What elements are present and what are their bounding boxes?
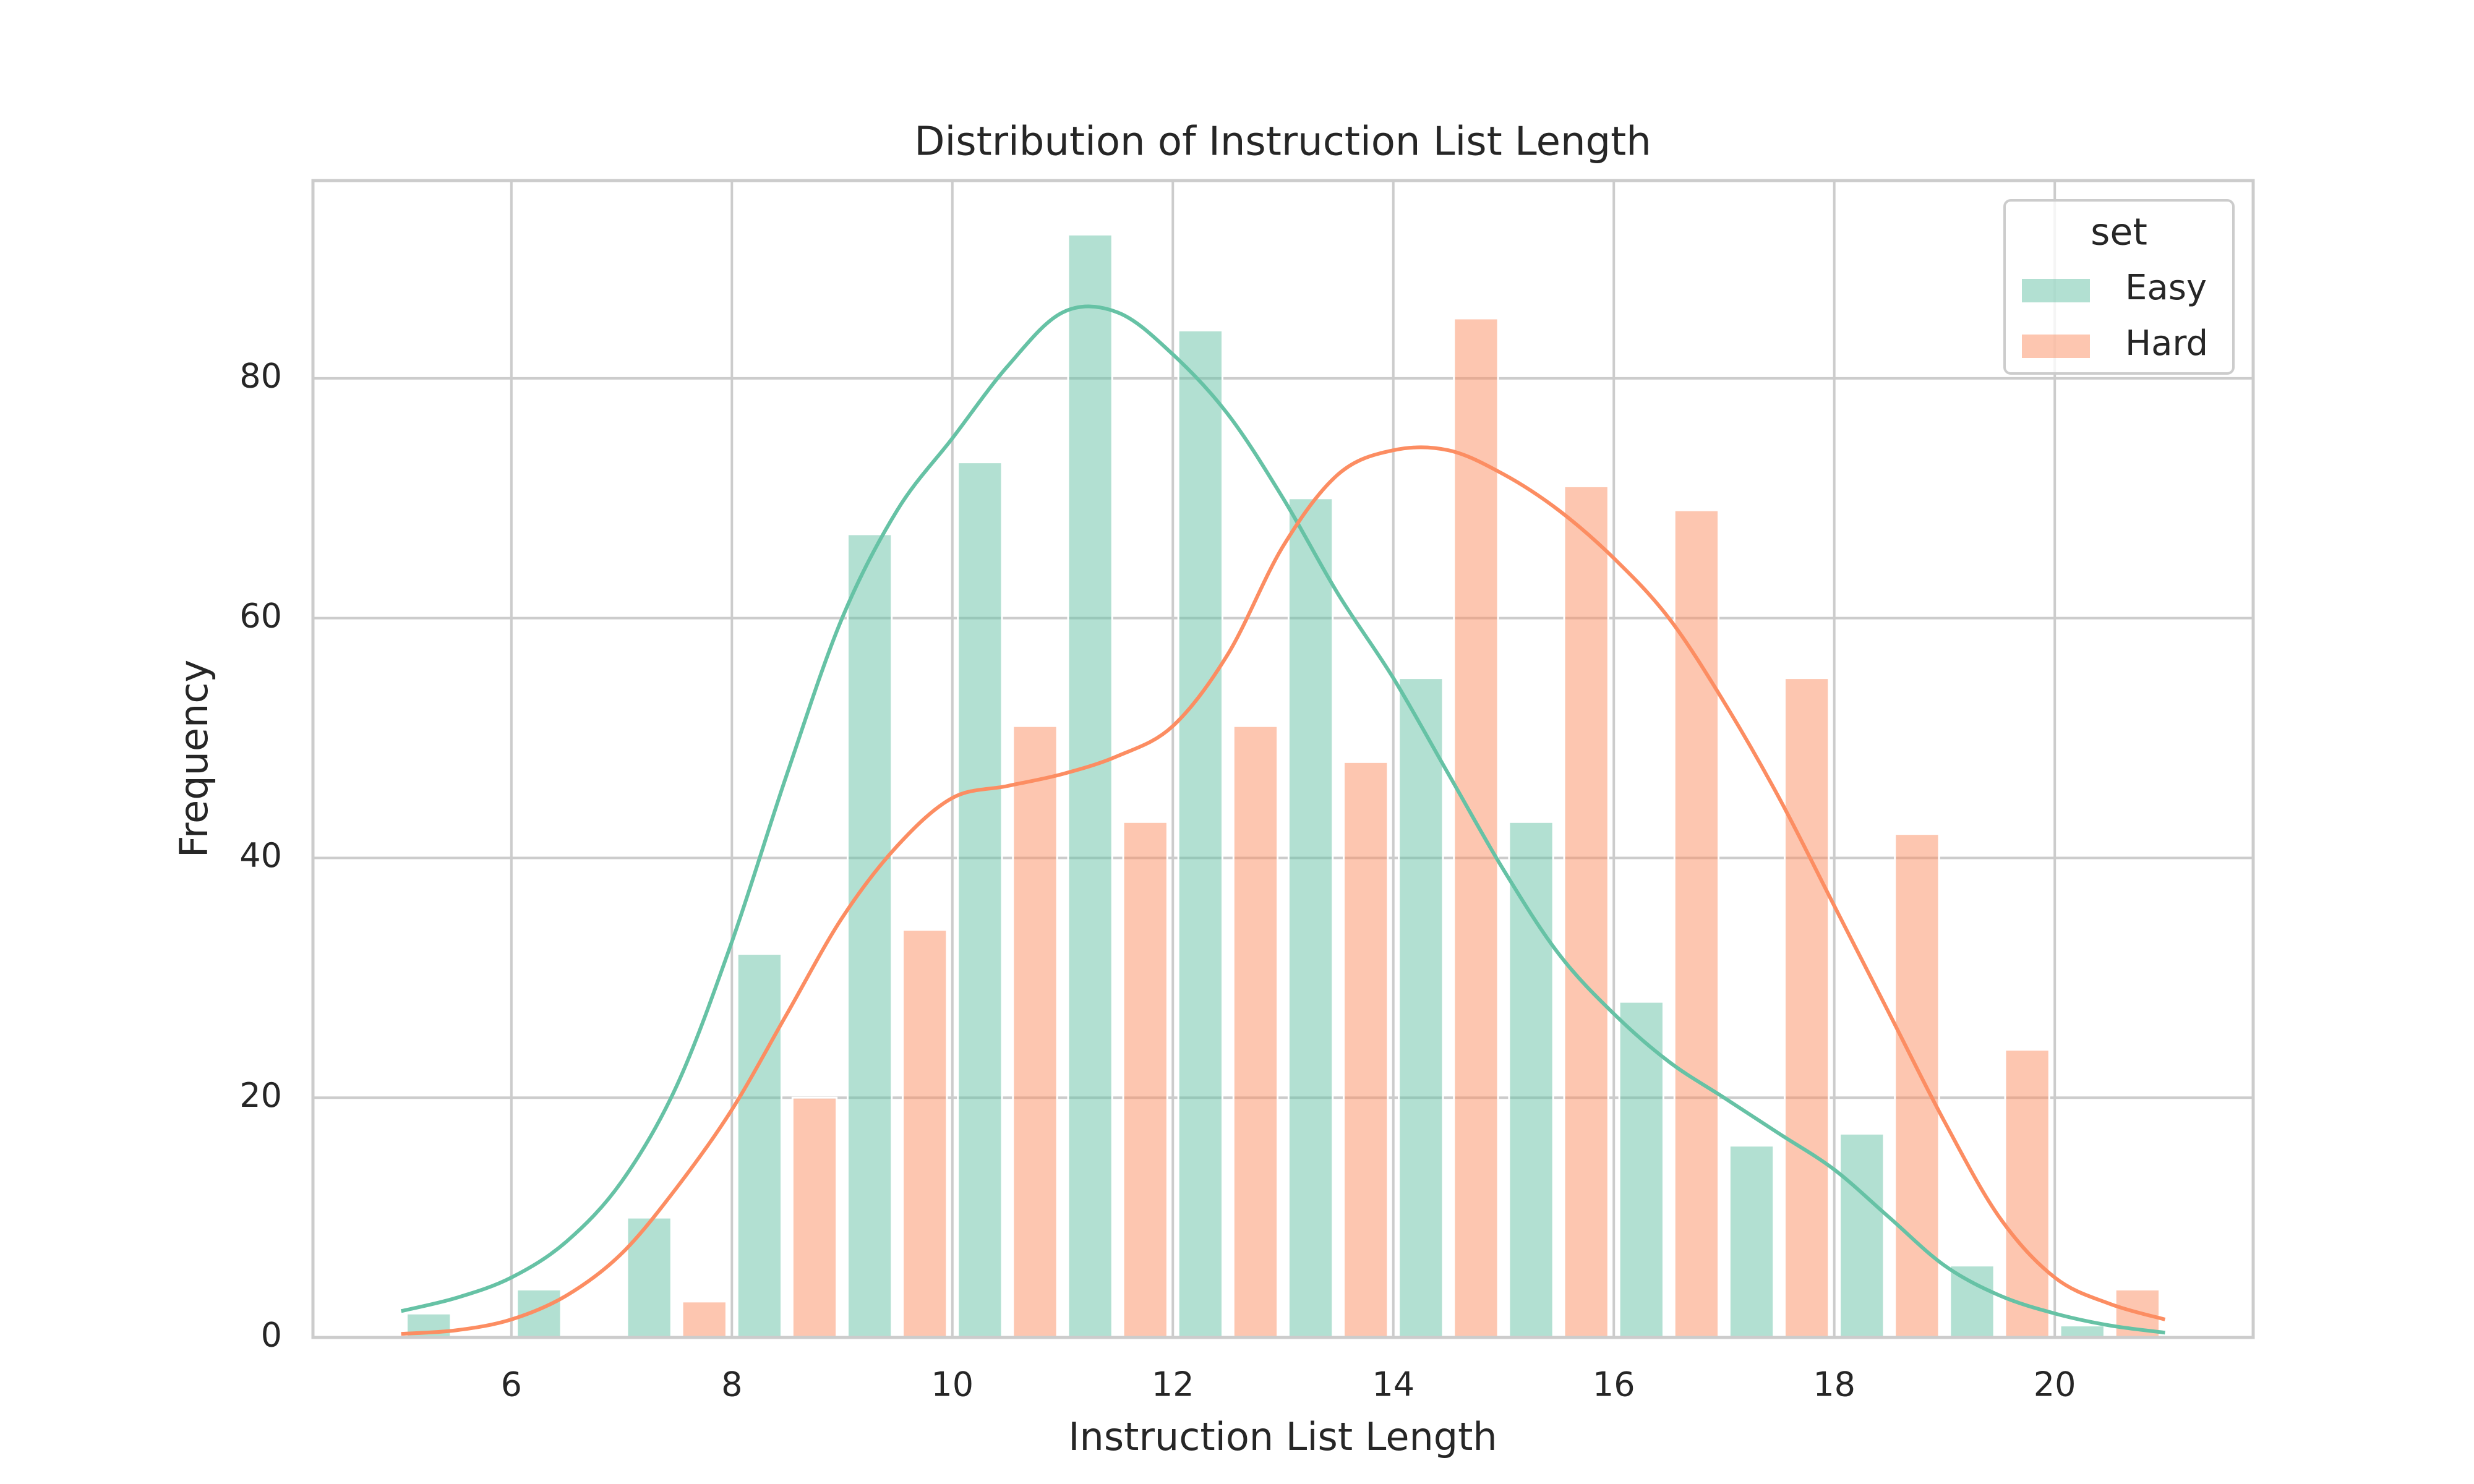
bar <box>1839 1132 1885 1339</box>
x-tick-label: 12 <box>1152 1365 1194 1404</box>
kde-line <box>401 445 2166 1336</box>
bar <box>1728 1145 1775 1339</box>
y-tick-label: 80 <box>239 357 282 396</box>
x-tick-label: 18 <box>1813 1365 1856 1404</box>
legend-label: Easy <box>2125 268 2207 308</box>
legend-title: set <box>2091 211 2147 254</box>
x-axis-label: Instruction List Length <box>1068 1414 1497 1459</box>
bar <box>846 533 893 1339</box>
bar <box>1177 329 1223 1339</box>
y-tick-label: 20 <box>239 1076 282 1115</box>
bar <box>1232 725 1279 1339</box>
x-tick-label: 20 <box>2034 1365 2076 1404</box>
bar <box>1012 725 1058 1339</box>
bar <box>1287 497 1334 1339</box>
bar <box>1343 761 1389 1339</box>
bar <box>1398 677 1444 1339</box>
y-tick-label: 0 <box>261 1316 282 1355</box>
legend-label: Hard <box>2125 323 2208 364</box>
y-axis-label: Frequency <box>171 660 216 858</box>
bar <box>626 1216 672 1339</box>
bar <box>1563 485 1609 1339</box>
bar <box>1949 1264 1995 1339</box>
bar <box>1894 833 1940 1339</box>
bar <box>1508 821 1554 1339</box>
x-tick-label: 8 <box>721 1365 742 1404</box>
kde-line <box>400 304 2165 1335</box>
legend-swatch <box>2022 279 2090 302</box>
x-tick-label: 14 <box>1372 1365 1415 1404</box>
x-tick-label: 6 <box>501 1365 522 1404</box>
y-tick-label: 40 <box>239 836 282 875</box>
legend-swatch <box>2022 335 2090 358</box>
bar <box>902 929 948 1339</box>
x-tick-label: 16 <box>1593 1365 1635 1404</box>
bar <box>1673 509 1720 1339</box>
x-tick-label: 10 <box>931 1365 974 1404</box>
bar <box>791 1096 838 1339</box>
bar <box>2004 1049 2050 1339</box>
plot-frame <box>311 179 2255 1339</box>
bar <box>1067 233 1113 1339</box>
chart-title: Distribution of Instruction List Length <box>914 119 1651 165</box>
bar <box>681 1300 727 1339</box>
bar <box>1453 317 1499 1339</box>
bar <box>957 461 1003 1339</box>
bar <box>2059 1324 2105 1339</box>
bar <box>1122 821 1168 1339</box>
bar <box>1783 677 1830 1339</box>
bar <box>736 953 783 1339</box>
legend-box <box>2003 199 2235 375</box>
y-tick-label: 60 <box>239 596 282 635</box>
